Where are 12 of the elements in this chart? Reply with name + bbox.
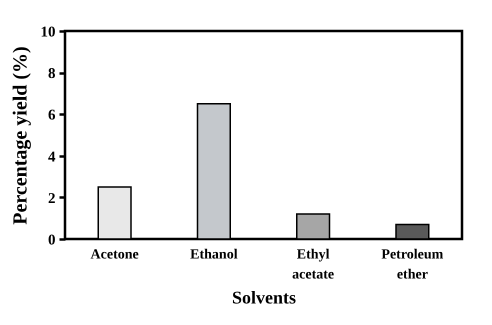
x-tick-label: Acetone: [90, 248, 139, 262]
y-tick-label: 2: [48, 190, 56, 207]
y-tick-label: 0: [48, 232, 56, 248]
x-axis-title: Solvents: [232, 288, 296, 308]
x-tick-label: Ethyl acetate: [292, 248, 334, 282]
y-tick-label: 8: [48, 66, 56, 82]
y-tick-label: 10: [40, 24, 56, 40]
y-tick-label: 4: [48, 149, 56, 166]
y-tick-label: 6: [48, 108, 56, 124]
x-tick-label: Petroleum ether: [381, 248, 444, 282]
y-axis-title: Percentage yield (%): [10, 46, 32, 225]
x-tick-label: Ethanol: [190, 248, 238, 262]
